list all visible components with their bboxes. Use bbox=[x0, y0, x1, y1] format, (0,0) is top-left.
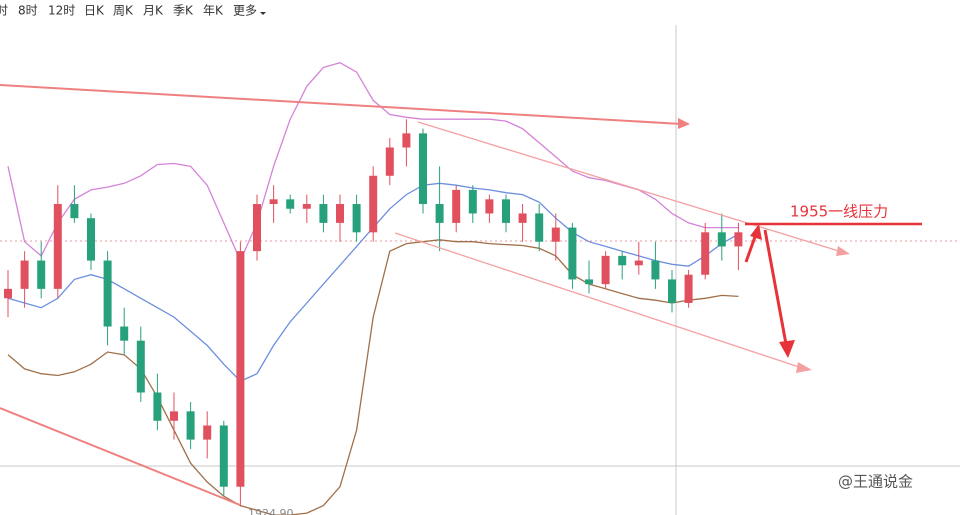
candle-body bbox=[253, 204, 261, 252]
trend-lines bbox=[0, 84, 690, 506]
candles bbox=[4, 119, 743, 507]
arrow-down bbox=[763, 229, 788, 345]
trend-line bbox=[0, 407, 241, 506]
candle-body bbox=[37, 260, 46, 289]
toolbar-button[interactable]: 年K bbox=[203, 4, 224, 18]
channel-upper bbox=[417, 121, 843, 253]
candle-body bbox=[136, 340, 145, 393]
candle-body bbox=[601, 255, 610, 285]
toolbar: 时 8时 12时 日K 周K 月K 季K 年K 更多 bbox=[0, 4, 266, 18]
candle-body bbox=[551, 227, 560, 242]
candle-body bbox=[70, 204, 79, 219]
toolbar-button[interactable]: 日K bbox=[84, 4, 105, 18]
candle-body bbox=[269, 199, 278, 205]
annotation: 1955一线压力 bbox=[790, 203, 888, 221]
candle-body bbox=[568, 227, 577, 280]
toolbar-button[interactable]: 月K bbox=[143, 4, 164, 18]
candle-body bbox=[20, 260, 29, 289]
candle-body bbox=[585, 279, 593, 285]
low-label: 1924.90 bbox=[248, 507, 294, 515]
arrow-head bbox=[779, 340, 795, 358]
candle-body bbox=[203, 425, 212, 440]
candle-body bbox=[485, 199, 494, 214]
candle-body bbox=[170, 411, 178, 421]
candle-body bbox=[452, 189, 461, 223]
band-line bbox=[7, 239, 739, 515]
candle-body bbox=[236, 251, 245, 487]
candle-body bbox=[502, 199, 510, 223]
candle-body bbox=[535, 213, 544, 242]
candle-body bbox=[518, 213, 527, 223]
candle-body bbox=[219, 425, 228, 487]
candle-body bbox=[402, 133, 411, 148]
candle-body bbox=[186, 411, 195, 440]
candle-body bbox=[385, 147, 394, 176]
candle-body bbox=[717, 232, 726, 247]
arrow-head bbox=[836, 246, 850, 256]
candle-body bbox=[435, 204, 444, 223]
candle-body bbox=[336, 204, 344, 223]
toolbar-button[interactable]: 时 bbox=[0, 4, 8, 18]
band-line bbox=[7, 62, 739, 263]
candle-body bbox=[352, 204, 361, 233]
arrow-head bbox=[678, 118, 690, 129]
toolbar-button[interactable]: 12时 bbox=[48, 4, 75, 18]
candle-body bbox=[684, 274, 693, 303]
channel bbox=[394, 121, 850, 373]
candle-body bbox=[87, 218, 95, 261]
candle-body bbox=[319, 204, 328, 223]
arrow-up bbox=[744, 233, 758, 263]
candle-body bbox=[302, 204, 311, 209]
forecast-arrows bbox=[744, 222, 922, 358]
candle-body bbox=[4, 288, 12, 299]
trend-line bbox=[0, 84, 683, 125]
arrow-head bbox=[796, 362, 812, 373]
candle-body bbox=[651, 260, 660, 280]
candle-body bbox=[369, 175, 378, 233]
candle-body bbox=[53, 204, 62, 289]
dropdown-caret bbox=[260, 12, 266, 15]
candle-body bbox=[419, 133, 427, 205]
watermark: @王通说金 bbox=[838, 473, 913, 491]
candle-body bbox=[618, 255, 627, 266]
candle-body bbox=[701, 232, 710, 275]
bollinger-bands bbox=[7, 62, 739, 515]
toolbar-button[interactable]: 季K bbox=[173, 4, 194, 18]
toolbar-button[interactable]: 8时 bbox=[18, 4, 38, 18]
candle-body bbox=[286, 199, 295, 209]
toolbar-button[interactable]: 更多 bbox=[233, 4, 257, 18]
candle-body bbox=[668, 279, 676, 303]
toolbar-button[interactable]: 周K bbox=[113, 4, 134, 18]
candle-body bbox=[734, 232, 743, 247]
candle-body bbox=[634, 260, 643, 266]
candle-body bbox=[153, 392, 162, 421]
candle-body bbox=[120, 326, 129, 341]
arrow-head bbox=[750, 224, 762, 240]
channel-lower bbox=[394, 232, 803, 369]
candle-body bbox=[103, 260, 112, 327]
candle-body bbox=[468, 189, 477, 214]
